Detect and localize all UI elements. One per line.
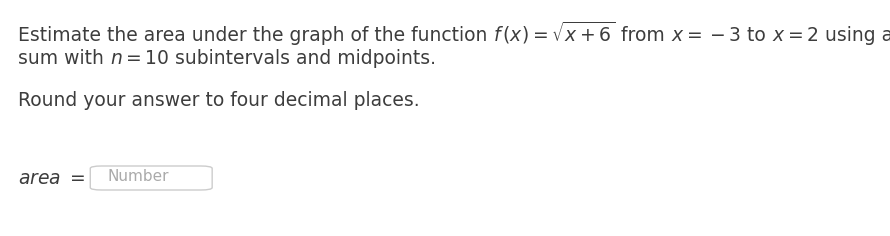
Text: sum with: sum with	[18, 49, 109, 68]
Text: Round your answer to four decimal places.: Round your answer to four decimal places…	[18, 91, 419, 110]
Text: $\mathit{area}\ =$: $\mathit{area}\ =$	[18, 169, 85, 188]
Text: using a Riemann: using a Riemann	[819, 26, 890, 45]
FancyBboxPatch shape	[90, 166, 212, 190]
Text: $n = 10$: $n = 10$	[109, 49, 169, 68]
Text: to: to	[741, 26, 772, 45]
Text: Number: Number	[108, 169, 169, 184]
Text: $x = -3$: $x = -3$	[671, 26, 741, 45]
Text: $x = 2$: $x = 2$	[772, 26, 819, 45]
Text: $f\,(x) = \sqrt{x+6}$: $f\,(x) = \sqrt{x+6}$	[493, 19, 616, 46]
Text: subintervals and midpoints.: subintervals and midpoints.	[169, 49, 436, 68]
Text: from: from	[616, 26, 671, 45]
Text: Estimate the area under the graph of the function: Estimate the area under the graph of the…	[18, 26, 493, 45]
